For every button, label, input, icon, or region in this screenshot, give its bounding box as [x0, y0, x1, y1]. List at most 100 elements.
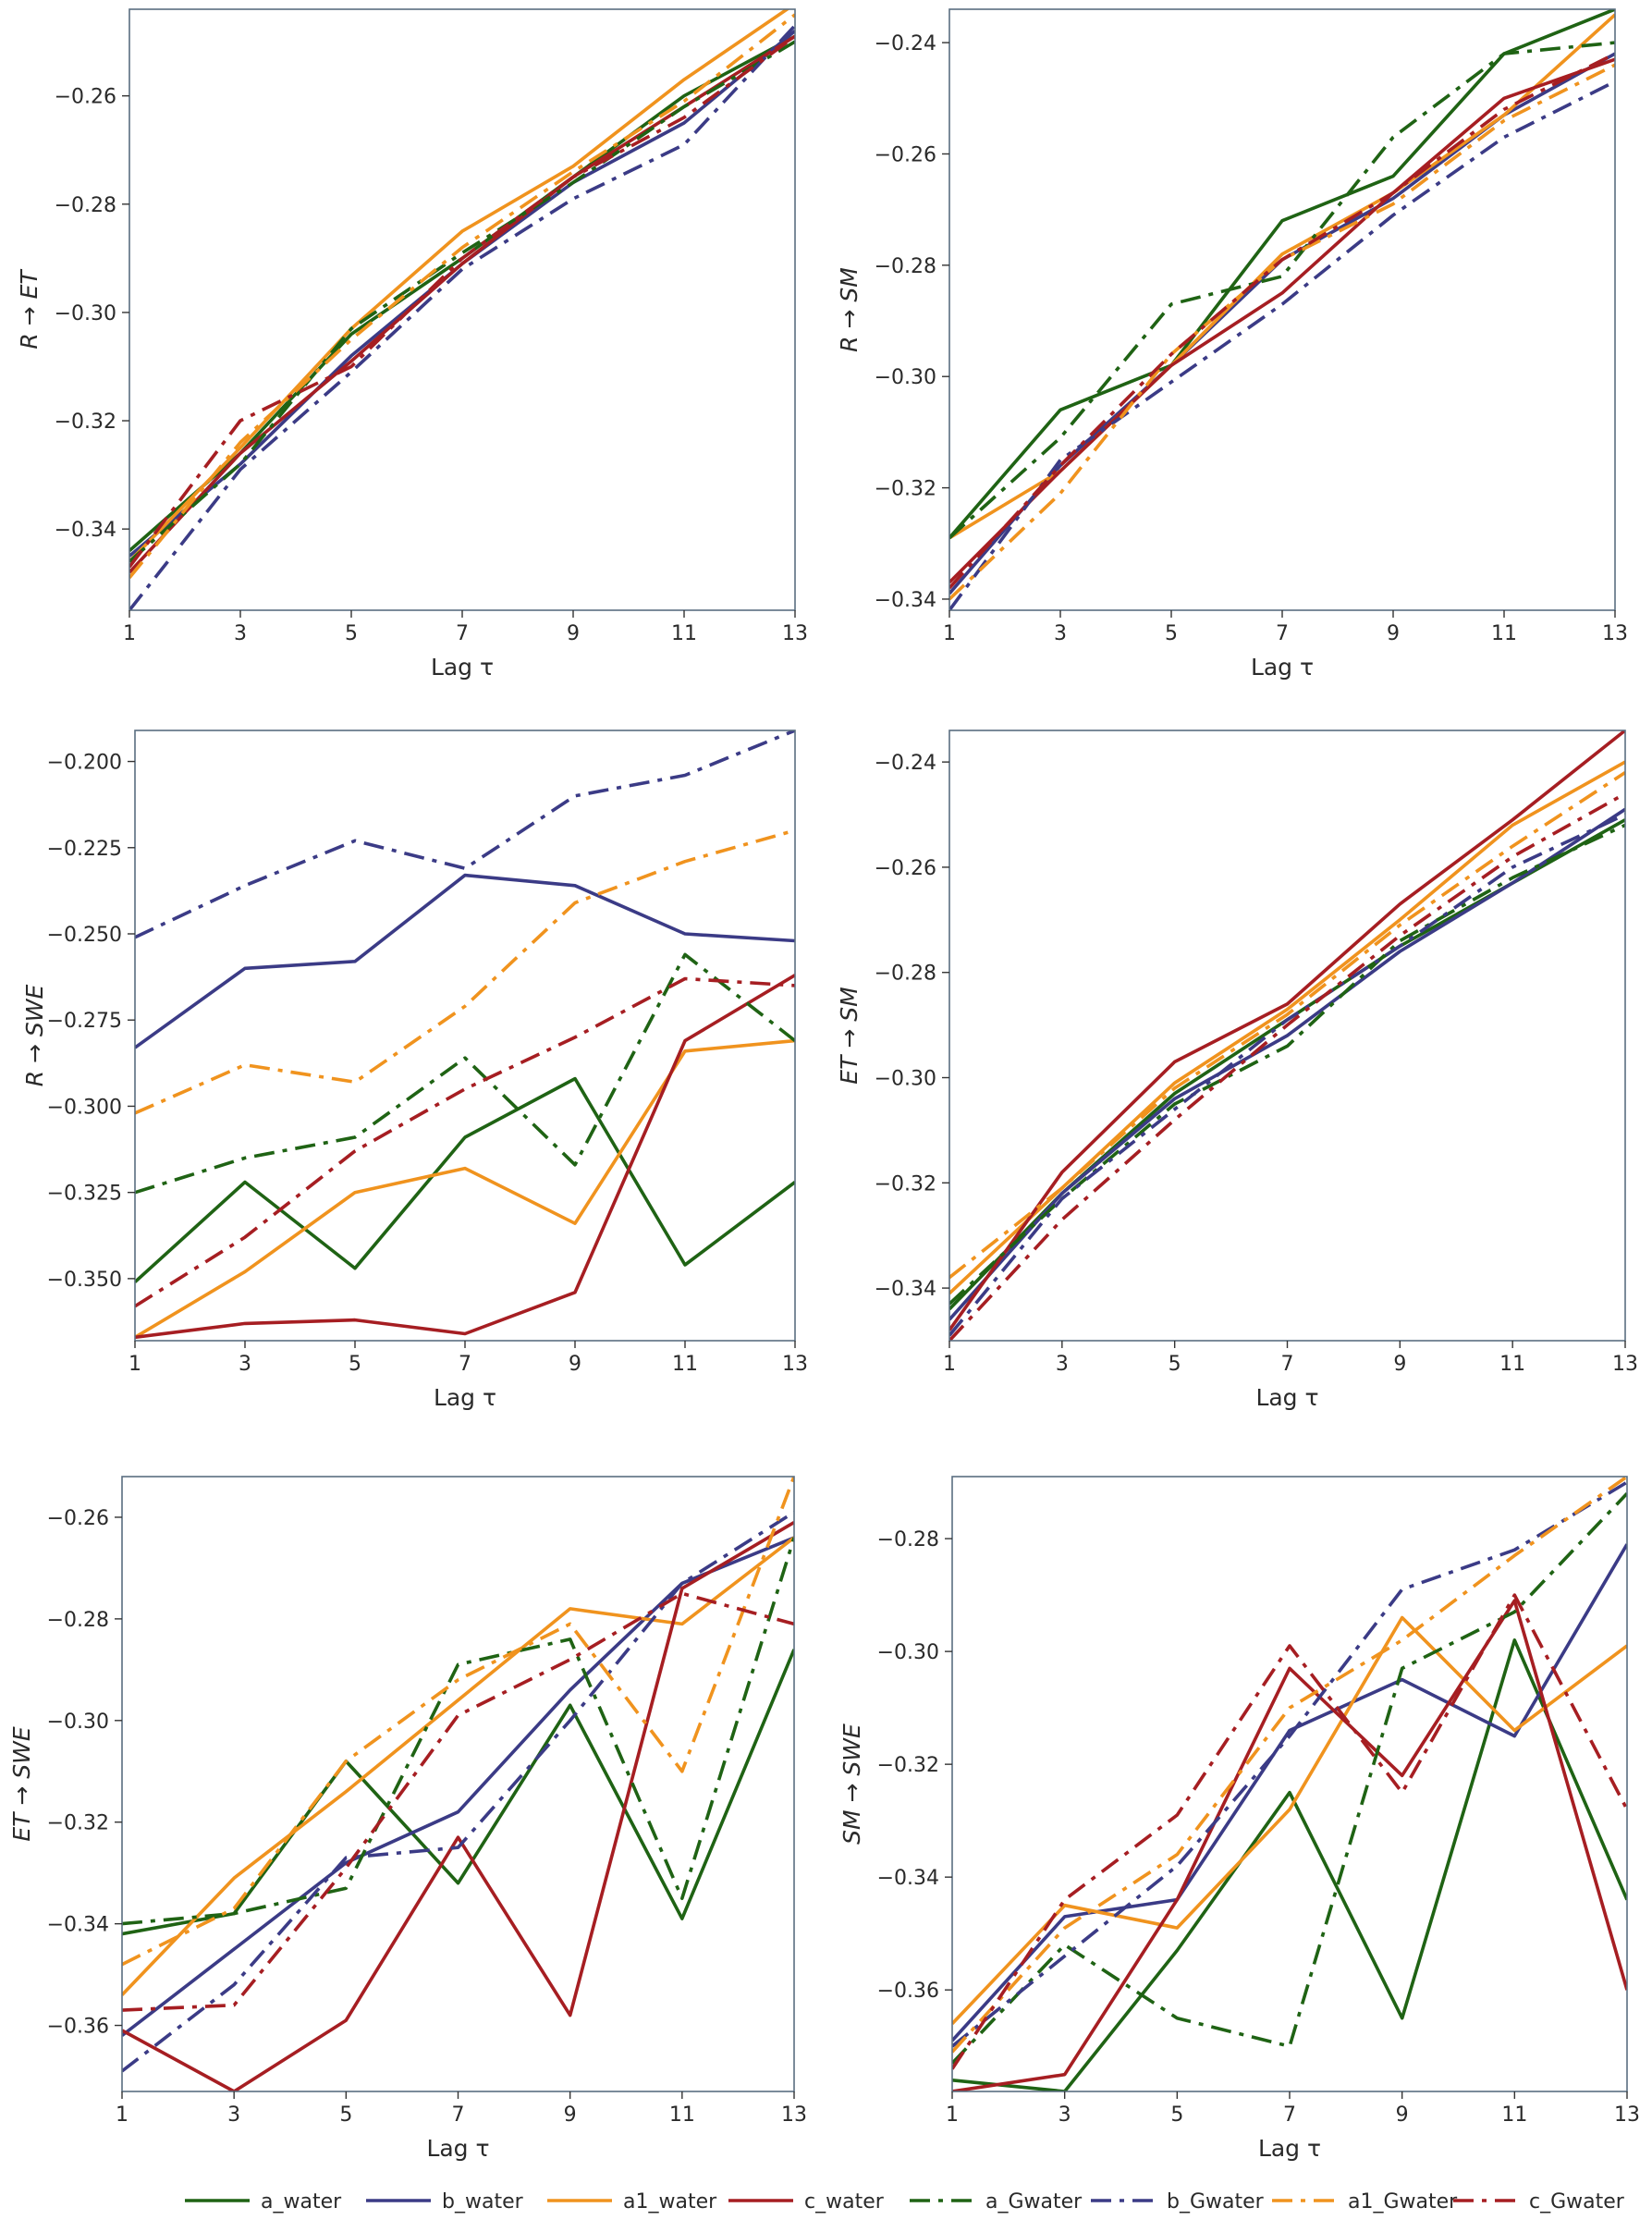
x-tick-label: 1	[123, 622, 136, 645]
y-tick-label: −0.28	[875, 255, 936, 278]
y-axis-title: ET → SM	[836, 987, 863, 1084]
x-tick-label: 11	[671, 622, 697, 645]
series-line-c_water	[949, 730, 1625, 1331]
y-tick-label: −0.26	[875, 857, 936, 880]
series-line-c_water	[122, 1520, 794, 2091]
series-line-b_water	[949, 807, 1625, 1321]
series-group	[135, 730, 795, 1340]
legend-item-a_Gwater: a_Gwater	[910, 2190, 1083, 2214]
y-tick-label: −0.28	[47, 1609, 109, 1632]
x-tick-label: 9	[567, 622, 580, 645]
y-tick-label: −0.32	[877, 1754, 939, 1777]
plot-area	[952, 1477, 1627, 2091]
y-tick-label: −0.275	[47, 1010, 122, 1033]
legend-label: b_water	[442, 2190, 524, 2214]
legend-label: a_Gwater	[985, 2190, 1083, 2214]
y-tick-label: −0.30	[55, 302, 116, 325]
x-tick-label: 13	[1614, 2103, 1640, 2127]
legend-label: a1_water	[623, 2190, 717, 2214]
series-line-a1_water	[129, 9, 790, 563]
y-tick-label: −0.26	[47, 1507, 109, 1530]
x-tick-label: 11	[1499, 1353, 1525, 1376]
x-tick-label: 13	[782, 622, 808, 645]
series-line-b_water	[135, 873, 795, 1049]
legend-item-a1_water: a1_water	[547, 2190, 717, 2214]
x-tick-label: 3	[227, 2103, 240, 2127]
plot-area	[122, 1477, 794, 2091]
y-tick-label: −0.30	[47, 1711, 109, 1734]
y-tick-label: −0.30	[875, 1068, 936, 1091]
x-tick-label: 7	[1281, 1353, 1294, 1376]
y-tick-label: −0.28	[875, 963, 936, 986]
y-tick-label: −0.32	[47, 1812, 109, 1835]
x-tick-label: 3	[1059, 2103, 1071, 2127]
series-group	[949, 9, 1615, 610]
y-axis-title: R → SWE	[21, 985, 48, 1087]
series-line-c_Gwater	[135, 976, 795, 1308]
x-tick-label: 9	[569, 1353, 581, 1376]
series-line-a1_Gwater	[952, 1477, 1627, 2054]
x-tick-label: 7	[459, 1353, 471, 1376]
x-tick-label: 1	[943, 622, 956, 645]
series-line-c_Gwater	[949, 791, 1625, 1341]
y-tick-label: −0.34	[47, 1914, 109, 1937]
series-line-c_water	[135, 974, 795, 1340]
series-line-c_Gwater	[949, 52, 1615, 590]
x-axis-title: Lag τ	[1258, 2135, 1321, 2162]
legend-item-a1_Gwater: a1_Gwater	[1272, 2190, 1458, 2214]
x-tick-label: 13	[782, 1353, 808, 1376]
y-tick-label: −0.32	[875, 1172, 936, 1196]
legend-item-b_water: b_water	[366, 2190, 524, 2214]
x-axis-title: Lag τ	[426, 2135, 489, 2162]
y-tick-label: −0.24	[875, 752, 936, 775]
x-tick-label: 5	[1165, 622, 1178, 645]
series-line-a_Gwater	[952, 1492, 1627, 2065]
legend-item-b_Gwater: b_Gwater	[1091, 2190, 1265, 2214]
y-axis-title: R → ET	[16, 269, 43, 350]
x-tick-label: 1	[116, 2103, 128, 2127]
series-group	[129, 9, 795, 610]
x-axis-title: Lag τ	[431, 654, 494, 681]
y-tick-label: −0.225	[47, 838, 122, 861]
x-tick-label: 13	[1602, 622, 1628, 645]
x-tick-label: 5	[345, 622, 358, 645]
series-group	[122, 1477, 794, 2091]
series-line-b_Gwater	[949, 813, 1625, 1337]
x-tick-label: 3	[234, 622, 247, 645]
x-tick-label: 13	[1612, 1353, 1638, 1376]
series-line-a1_water	[135, 1038, 795, 1339]
legend-item-c_water: c_water	[728, 2190, 885, 2214]
series-line-b_water	[952, 1543, 1627, 2042]
y-tick-label: −0.250	[47, 924, 122, 947]
y-tick-label: −0.200	[47, 752, 122, 775]
x-tick-label: 5	[1169, 1353, 1181, 1376]
series-group	[952, 1477, 1627, 2091]
x-tick-label: 5	[349, 1353, 361, 1376]
y-tick-label: −0.30	[875, 366, 936, 389]
series-line-a1_Gwater	[135, 828, 795, 1115]
series-line-a1_water	[952, 1615, 1627, 2026]
x-tick-label: 9	[1396, 2103, 1409, 2127]
series-line-a_water	[952, 1638, 1627, 2091]
chart-5: 1 3 5 7 9 11 13−0.36−0.34−0.32−0.30−0.28−0.26L…	[8, 1476, 807, 2162]
y-tick-label: −0.26	[875, 143, 936, 166]
series-line-c_water	[952, 1599, 1627, 2091]
legend-label: c_Gwater	[1529, 2190, 1625, 2214]
x-tick-label: 3	[239, 1353, 251, 1376]
legend-item-c_Gwater: c_Gwater	[1453, 2190, 1625, 2214]
x-tick-label: 9	[1393, 1353, 1406, 1376]
y-tick-label: −0.32	[875, 478, 936, 501]
y-tick-label: −0.34	[55, 519, 116, 542]
x-tick-label: 11	[672, 1353, 698, 1376]
series-line-b_Gwater	[952, 1480, 1627, 2048]
series-line-c_Gwater	[129, 34, 795, 569]
x-tick-label: 7	[456, 622, 469, 645]
plot-area	[949, 9, 1615, 610]
y-tick-label: −0.34	[875, 589, 936, 612]
series-line-c_Gwater	[122, 1591, 794, 2012]
legend-label: b_Gwater	[1167, 2190, 1265, 2214]
series-line-a1_Gwater	[129, 13, 795, 580]
x-tick-label: 9	[1387, 622, 1400, 645]
